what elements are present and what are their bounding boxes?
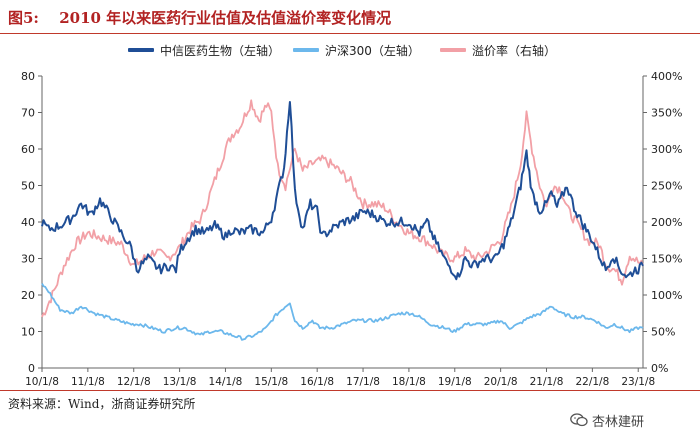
legend-item-premium: 溢价率（右轴）	[440, 40, 556, 60]
watermark-text: 杏林建研	[592, 414, 645, 430]
left-tick-label: 30	[21, 253, 35, 266]
x-tick-label: 12/1/8	[117, 376, 151, 388]
x-tick-label: 23/1/8	[621, 376, 655, 388]
chart-legend: 中信医药生物（左轴） 沪深300（左轴） 溢价率（右轴）	[0, 40, 700, 60]
left-tick-label: 10	[21, 326, 35, 339]
legend-item-hs300: 沪深300（左轴）	[293, 40, 420, 60]
x-tick-label: 19/1/8	[438, 376, 472, 388]
legend-swatch-pharma	[128, 48, 154, 52]
legend-label-hs300: 沪深300（左轴）	[325, 43, 420, 58]
left-tick-label: 80	[21, 70, 35, 83]
legend-label-pharma: 中信医药生物（左轴）	[160, 43, 281, 58]
right-tick-label: 100%	[651, 289, 682, 302]
source-note: 资料来源：Wind，浙商证券研究所	[8, 397, 196, 411]
series-line-pharma	[41, 101, 644, 281]
right-tick-label: 400%	[651, 70, 682, 83]
figure-title: 图5: 2010 年以来医药行业估值及估值溢价率变化情况	[8, 9, 392, 27]
right-tick-label: 350%	[651, 107, 682, 120]
x-tick-label: 14/1/8	[209, 376, 243, 388]
left-tick-label: 70	[21, 107, 35, 120]
x-tick-label: 16/1/8	[300, 376, 334, 388]
x-tick-label: 17/1/8	[346, 376, 380, 388]
x-tick-label: 22/1/8	[575, 376, 609, 388]
right-tick-label: 0%	[651, 362, 668, 375]
x-tick-label: 18/1/8	[392, 376, 426, 388]
left-tick-label: 20	[21, 289, 35, 302]
series-line-premium	[41, 99, 644, 318]
legend-label-premium: 溢价率（右轴）	[472, 43, 557, 58]
legend-swatch-hs300	[293, 48, 319, 52]
right-tick-label: 200%	[651, 216, 682, 229]
left-tick-label: 40	[21, 216, 35, 229]
valuation-line-chart: 0 10 20 30 40 50 60 70 80 0% 50% 100% 150% 200% 250% 30…	[21, 70, 682, 388]
right-tick-label: 150%	[651, 253, 682, 266]
right-tick-label: 50%	[651, 326, 675, 339]
title-divider	[0, 33, 700, 34]
x-tick-label: 21/1/8	[530, 376, 564, 388]
series-line-hs300	[41, 283, 644, 341]
source-divider	[0, 390, 700, 391]
left-tick-label: 0	[28, 362, 35, 375]
legend-item-pharma: 中信医药生物（左轴）	[128, 40, 280, 60]
wechat-icon	[570, 413, 588, 427]
figure-title-bar: 图5: 2010 年以来医药行业估值及估值溢价率变化情况	[0, 0, 700, 32]
left-tick-label: 60	[21, 143, 35, 156]
watermark: 杏林建研	[570, 410, 644, 430]
right-tick-label: 250%	[651, 180, 682, 193]
x-tick-label: 15/1/8	[254, 376, 288, 388]
x-tick-label: 20/1/8	[484, 376, 518, 388]
right-tick-label: 300%	[651, 143, 682, 156]
x-tick-label: 11/1/8	[71, 376, 105, 388]
legend-swatch-premium	[440, 48, 466, 52]
x-tick-label: 13/1/8	[163, 376, 197, 388]
left-tick-label: 50	[21, 180, 35, 193]
x-tick-label: 10/1/8	[25, 376, 59, 388]
